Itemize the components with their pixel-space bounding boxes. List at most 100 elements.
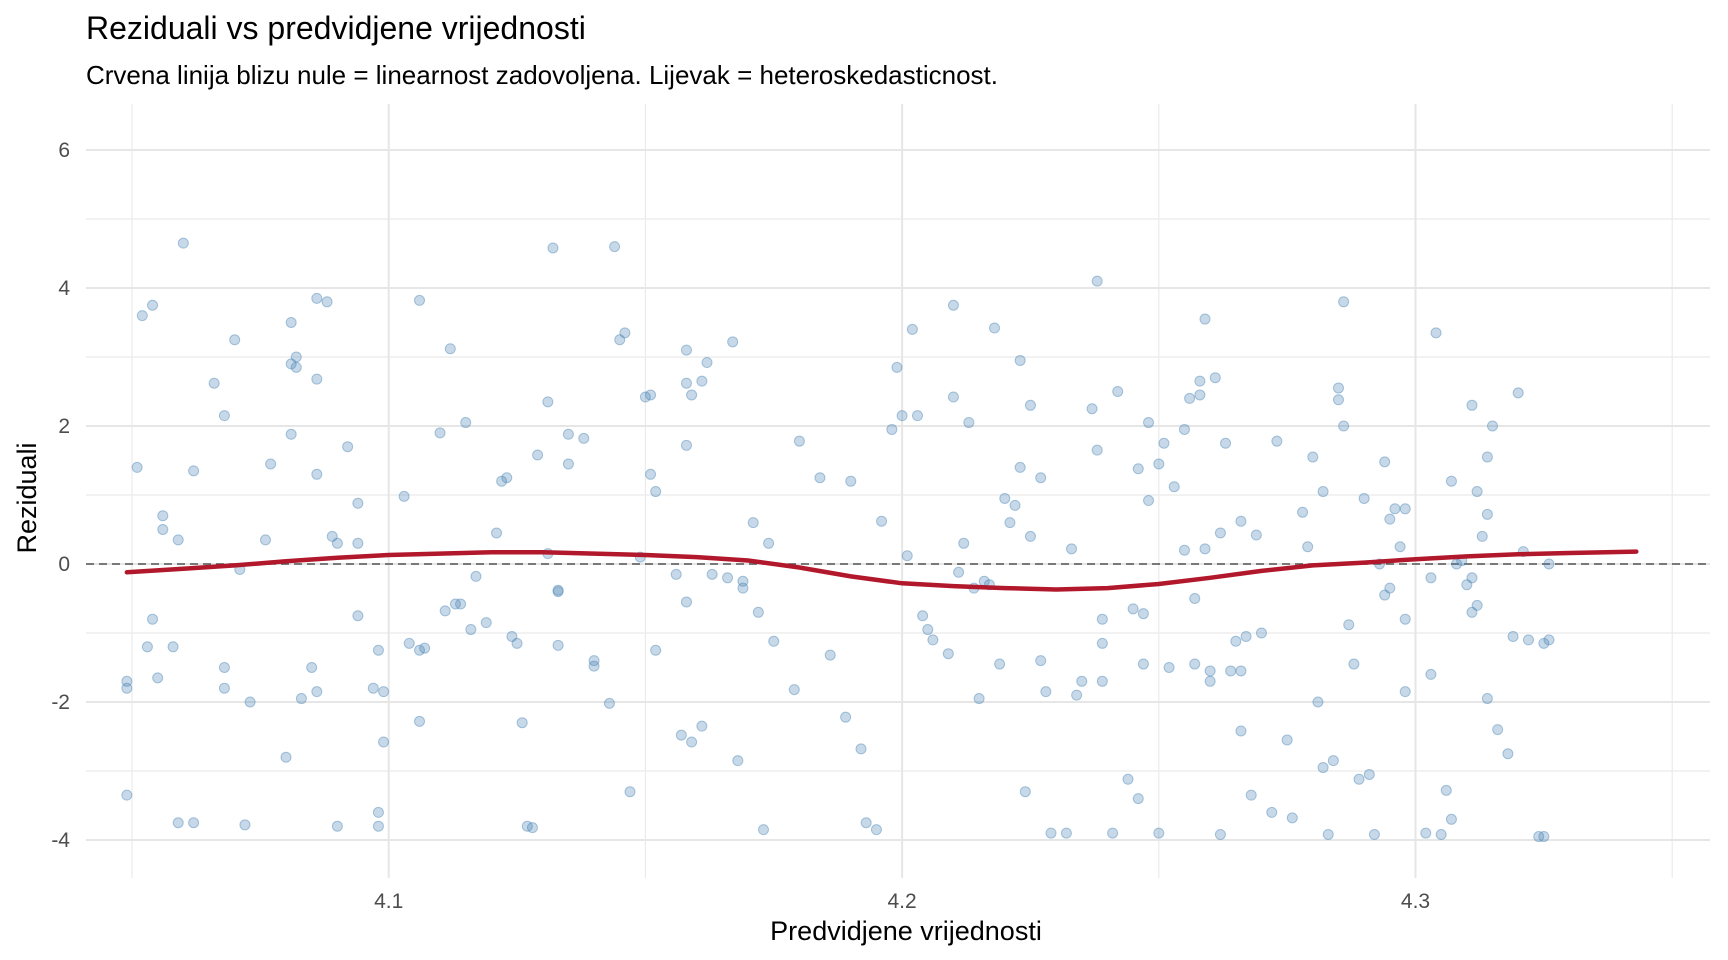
residual-point	[403, 637, 415, 649]
y-tick-label: 2	[58, 415, 70, 438]
residual-point	[352, 497, 364, 509]
residual-point	[737, 582, 749, 594]
x-tick-label: 4.3	[1401, 890, 1430, 913]
residual-point	[1168, 481, 1180, 493]
residual-point	[1143, 417, 1155, 429]
residual-point	[650, 486, 662, 498]
residual-point	[516, 717, 528, 729]
residual-point	[208, 377, 220, 389]
residual-point	[491, 527, 503, 539]
residual-point	[121, 682, 133, 694]
residual-point	[331, 820, 343, 832]
residual-point	[650, 644, 662, 656]
residual-point	[352, 537, 364, 549]
residual-point	[562, 458, 574, 470]
residual-point	[1481, 693, 1493, 705]
residual-point	[1343, 619, 1355, 631]
residual-point	[285, 317, 297, 328]
residual-point	[727, 336, 739, 348]
residual-point	[1199, 313, 1211, 325]
residual-point	[1271, 435, 1283, 447]
residual-point	[1245, 789, 1257, 801]
residual-point	[901, 550, 913, 562]
residual-point	[1194, 375, 1206, 387]
residual-point	[1435, 828, 1447, 840]
residual-point	[1096, 675, 1108, 687]
chart-title: Reziduali vs predvidjene vrijednosti	[86, 10, 586, 46]
residual-point	[1332, 394, 1344, 406]
residual-point	[1255, 627, 1267, 639]
residual-point	[793, 435, 805, 447]
residual-point	[1132, 463, 1144, 475]
residual-point	[1009, 499, 1021, 511]
residual-point	[639, 391, 651, 403]
residual-point	[1286, 812, 1298, 824]
residual-point	[1235, 725, 1247, 737]
x-tick-label: 4.1	[374, 890, 403, 913]
residual-point	[511, 637, 523, 649]
y-tick-label: 0	[58, 553, 70, 576]
residual-point	[306, 662, 318, 673]
residual-point	[1045, 827, 1057, 839]
residual-point	[1302, 541, 1314, 553]
residual-point	[963, 417, 975, 429]
residual-point	[218, 410, 230, 422]
residual-point	[414, 715, 426, 727]
residual-point	[1543, 558, 1555, 570]
residual-point	[994, 658, 1006, 670]
residual-point	[1543, 634, 1555, 646]
residual-point	[1019, 786, 1031, 798]
residual-point	[609, 241, 621, 253]
residual-point	[1014, 354, 1026, 366]
residual-point	[1014, 461, 1026, 473]
residual-point	[747, 517, 759, 529]
residual-point	[624, 786, 636, 798]
residual-point	[1492, 724, 1504, 736]
residual-point	[372, 820, 384, 832]
residual-point	[1194, 389, 1206, 401]
smooth-trend	[124, 549, 1639, 592]
residual-point	[1240, 630, 1252, 642]
residual-point	[1066, 543, 1078, 555]
residual-point	[1235, 515, 1247, 527]
residual-point	[439, 605, 451, 617]
residual-point	[157, 524, 169, 535]
residual-point	[295, 693, 307, 705]
residual-point	[1430, 327, 1442, 339]
residual-point	[290, 351, 302, 363]
residual-point	[1225, 665, 1237, 677]
residual-point	[1533, 831, 1545, 843]
residual-point	[701, 357, 713, 369]
residual-point	[680, 344, 692, 356]
residual-point	[1178, 423, 1190, 435]
residual-point	[1425, 668, 1437, 680]
residual-point	[398, 490, 410, 502]
y-tick-label: -4	[51, 829, 70, 852]
residual-point	[757, 824, 769, 836]
residual-point	[367, 682, 379, 694]
residual-point	[311, 373, 323, 385]
residual-point	[218, 682, 230, 694]
residual-point	[942, 648, 954, 660]
residual-point	[1250, 529, 1262, 541]
y-tick-label: -2	[51, 691, 70, 714]
residual-point	[1353, 773, 1365, 785]
residual-point	[532, 449, 544, 461]
residual-point	[1091, 275, 1103, 287]
residual-point	[1317, 486, 1329, 498]
residual-point	[414, 644, 426, 656]
residual-point	[578, 432, 590, 444]
residual-point	[1220, 437, 1232, 449]
residual-point	[1230, 635, 1242, 647]
residual-point	[449, 598, 461, 610]
residual-point	[1189, 658, 1201, 670]
residual-point	[157, 510, 169, 522]
residual-point	[547, 242, 559, 254]
residual-point	[460, 417, 472, 429]
residual-point	[645, 468, 657, 480]
residual-point	[131, 461, 143, 473]
residual-point	[1368, 828, 1380, 840]
residual-point	[1091, 444, 1103, 456]
residual-point	[1137, 658, 1149, 670]
